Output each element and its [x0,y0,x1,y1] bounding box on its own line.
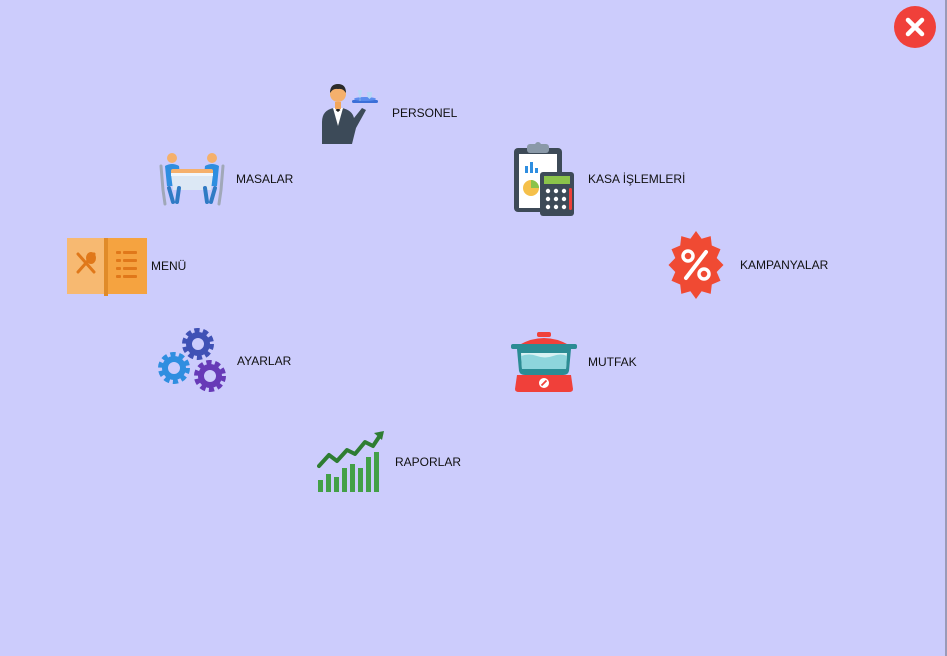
kampanyalar-button[interactable]: KAMPANYALAR [661,230,828,300]
growth-chart-icon [317,431,384,492]
waiter-icon [322,84,378,144]
masalar-button[interactable]: MASALAR [157,152,293,206]
mutfak-button[interactable]: MUTFAK [511,331,637,393]
dining-table-icon [159,153,225,206]
gears-icon [158,328,226,392]
menu-button[interactable]: MENÜ [66,236,186,296]
raporlar-label: RAPORLAR [395,455,462,469]
window-border [945,0,947,656]
personel-button[interactable]: PERSONEL [316,80,457,146]
close-icon [905,17,925,37]
cash-register-clipboard-icon [514,142,574,216]
raporlar-button[interactable]: RAPORLAR [317,430,461,494]
ayarlar-label: AYARLAR [237,354,292,368]
cooking-pot-icon [511,332,577,392]
personel-label: PERSONEL [392,106,458,120]
kampanyalar-label: KAMPANYALAR [740,258,829,272]
masalar-label: MASALAR [236,172,294,186]
close-button[interactable] [894,6,936,48]
ayarlar-button[interactable]: AYARLAR [158,326,291,396]
menu-label: MENÜ [151,259,187,273]
percent-badge-icon [668,231,724,299]
mutfak-label: MUTFAK [588,355,637,369]
kasa-islemleri-label: KASA İŞLEMLERİ [588,172,686,186]
menu-book-icon [67,238,147,296]
kasa-islemleri-button[interactable]: KASA İŞLEMLERİ [512,140,685,218]
